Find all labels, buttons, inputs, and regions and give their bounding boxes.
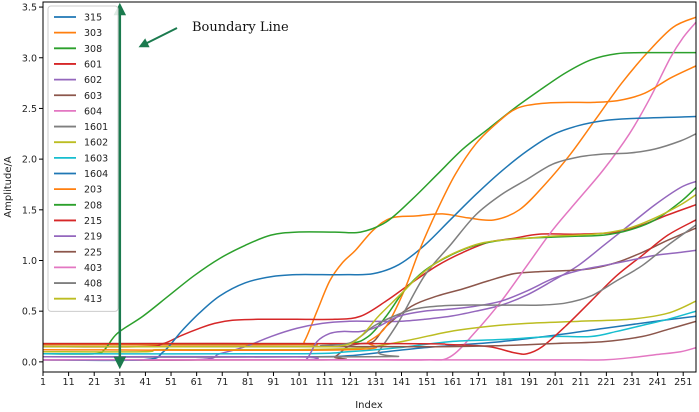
- x-tick-label: 181: [495, 377, 513, 388]
- legend-label-604: 604: [84, 106, 102, 117]
- legend-box: [47, 5, 119, 312]
- series-line-215: [43, 219, 696, 355]
- x-tick-label: 11: [63, 377, 75, 388]
- series-line-1601: [43, 133, 696, 358]
- y-tick-label: 3.0: [22, 53, 37, 64]
- x-tick-label: 101: [290, 377, 308, 388]
- legend-label-315: 315: [84, 13, 102, 24]
- x-tick-label: 191: [520, 377, 538, 388]
- x-tick-label: 51: [165, 377, 177, 388]
- y-tick-label: 0.0: [22, 357, 37, 368]
- legend-label-219: 219: [84, 232, 102, 243]
- plot-frame: [42, 1, 697, 373]
- legend-label-413: 413: [84, 294, 102, 305]
- x-tick-label: 231: [623, 377, 641, 388]
- x-tick-label: 241: [649, 377, 667, 388]
- x-axis-label: Index: [355, 400, 383, 411]
- x-tick-label: 111: [316, 377, 334, 388]
- y-tick-label: 3.5: [22, 3, 37, 14]
- series-line-413: [43, 193, 696, 348]
- series-line-403: [43, 346, 696, 361]
- y-tick-label: 0.5: [22, 307, 37, 318]
- series-line-604: [43, 21, 696, 361]
- y-tick-label: 1.5: [22, 205, 37, 216]
- legend: 315 303 308 601 602 603 604 1601 1602 1603 1604 203…: [47, 5, 119, 312]
- x-tick-label: 151: [418, 377, 436, 388]
- x-tick-label: 91: [267, 377, 279, 388]
- x-tick-label: 31: [114, 377, 126, 388]
- legend-label-303: 303: [84, 28, 102, 39]
- x-tick-label: 201: [546, 377, 564, 388]
- x-tick-label: 161: [444, 377, 462, 388]
- y-tick-label: 1.0: [22, 256, 37, 267]
- x-tick-label: 251: [674, 377, 692, 388]
- x-tick-label: 141: [392, 377, 410, 388]
- series-layer: [43, 16, 696, 362]
- x-tick-label: 121: [341, 377, 359, 388]
- legend-label-602: 602: [84, 75, 102, 86]
- legend-label-403: 403: [84, 263, 102, 274]
- legend-label-1604: 1604: [84, 169, 108, 180]
- legend-label-308: 308: [84, 44, 102, 55]
- legend-label-225: 225: [84, 247, 102, 258]
- x-tick-label: 1: [40, 377, 46, 388]
- x-tick-label: 61: [191, 377, 203, 388]
- legend-label-408: 408: [84, 279, 102, 290]
- ticks-layer: 1 11 21 31 41 51 61 71 81 91 101 111 121 131 141 151 161…: [22, 3, 692, 388]
- series-line-601: [43, 204, 696, 348]
- x-tick-label: 131: [367, 377, 385, 388]
- y-axis-label: Amplitude/A: [3, 156, 14, 218]
- series-line-308: [43, 51, 696, 355]
- legend-label-601: 601: [84, 59, 102, 70]
- legend-label-215: 215: [84, 216, 102, 227]
- x-tick-label: 41: [139, 377, 151, 388]
- legend-label-1602: 1602: [84, 138, 108, 149]
- x-tick-label: 81: [242, 377, 254, 388]
- x-tick-label: 21: [88, 377, 100, 388]
- boundary-line-annotation: Boundary Line: [192, 20, 289, 35]
- series-line-408: [43, 224, 696, 348]
- legend-label-203: 203: [84, 185, 102, 196]
- annotation-pointer-arrow: [138, 27, 178, 48]
- x-tick-label: 171: [469, 377, 487, 388]
- x-tick-label: 71: [216, 377, 228, 388]
- legend-label-603: 603: [84, 91, 102, 102]
- series-line-602: [43, 180, 696, 362]
- series-line-303: [43, 16, 696, 346]
- series-line-1604: [43, 115, 696, 362]
- x-tick-label: 221: [597, 377, 615, 388]
- legend-label-1603: 1603: [84, 153, 108, 164]
- legend-label-1601: 1601: [84, 122, 108, 133]
- y-tick-label: 2.0: [22, 155, 37, 166]
- series-line-219: [43, 249, 696, 361]
- x-tick-label: 211: [572, 377, 590, 388]
- series-line-203: [43, 65, 696, 352]
- legend-label-208: 208: [84, 200, 102, 211]
- y-tick-label: 2.5: [22, 104, 37, 115]
- annotation-layer: Boundary Line: [113, 2, 289, 370]
